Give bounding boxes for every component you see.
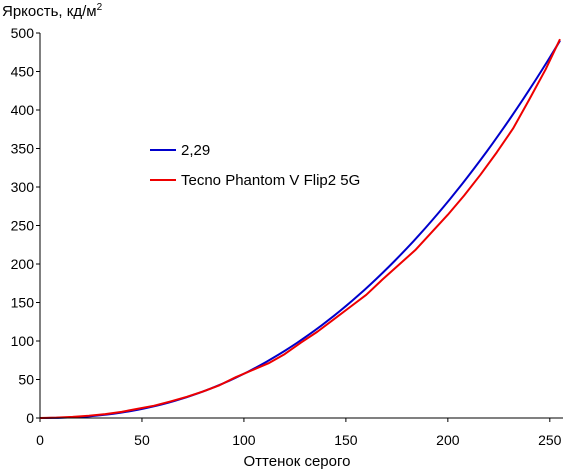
series-line-2	[39, 38, 561, 419]
legend: 2,29 Tecno Phantom V Flip2 5G	[150, 142, 360, 189]
x-tick-label: 250	[538, 432, 562, 448]
x-tick-label: 150	[334, 432, 358, 448]
y-tick-label: 500	[11, 25, 35, 41]
x-tick-label: 0	[36, 432, 44, 448]
x-tick-label: 100	[232, 432, 256, 448]
x-axis-title: Оттенок серого	[244, 453, 351, 470]
y-tick-label: 300	[11, 179, 35, 195]
y-tick-label: 250	[11, 218, 35, 234]
series-line-1	[39, 40, 561, 419]
x-tick-label: 200	[436, 432, 460, 448]
y-tick-label: 200	[11, 256, 35, 272]
y-axis-title-superscript: 2	[97, 2, 103, 13]
y-tick-label: 150	[11, 295, 35, 311]
x-tick-label: 50	[134, 432, 150, 448]
legend-label-2: Tecno Phantom V Flip2 5G	[181, 172, 360, 189]
y-tick-label: 50	[18, 372, 34, 388]
y-axis-ticks: 0 50 100 150 200 250 300 350 400 450 500	[11, 25, 40, 426]
y-tick-label: 100	[11, 333, 35, 349]
y-axis-title: Яркость, кд/м2	[2, 2, 103, 20]
legend-label-1: 2,29	[181, 142, 210, 159]
x-axis-ticks: 0 50 100 150 200 250	[36, 418, 562, 448]
y-tick-label: 350	[11, 141, 35, 157]
y-tick-label: 450	[11, 64, 35, 80]
y-tick-label: 0	[26, 410, 34, 426]
y-tick-label: 400	[11, 102, 35, 118]
series-layer	[39, 38, 561, 419]
